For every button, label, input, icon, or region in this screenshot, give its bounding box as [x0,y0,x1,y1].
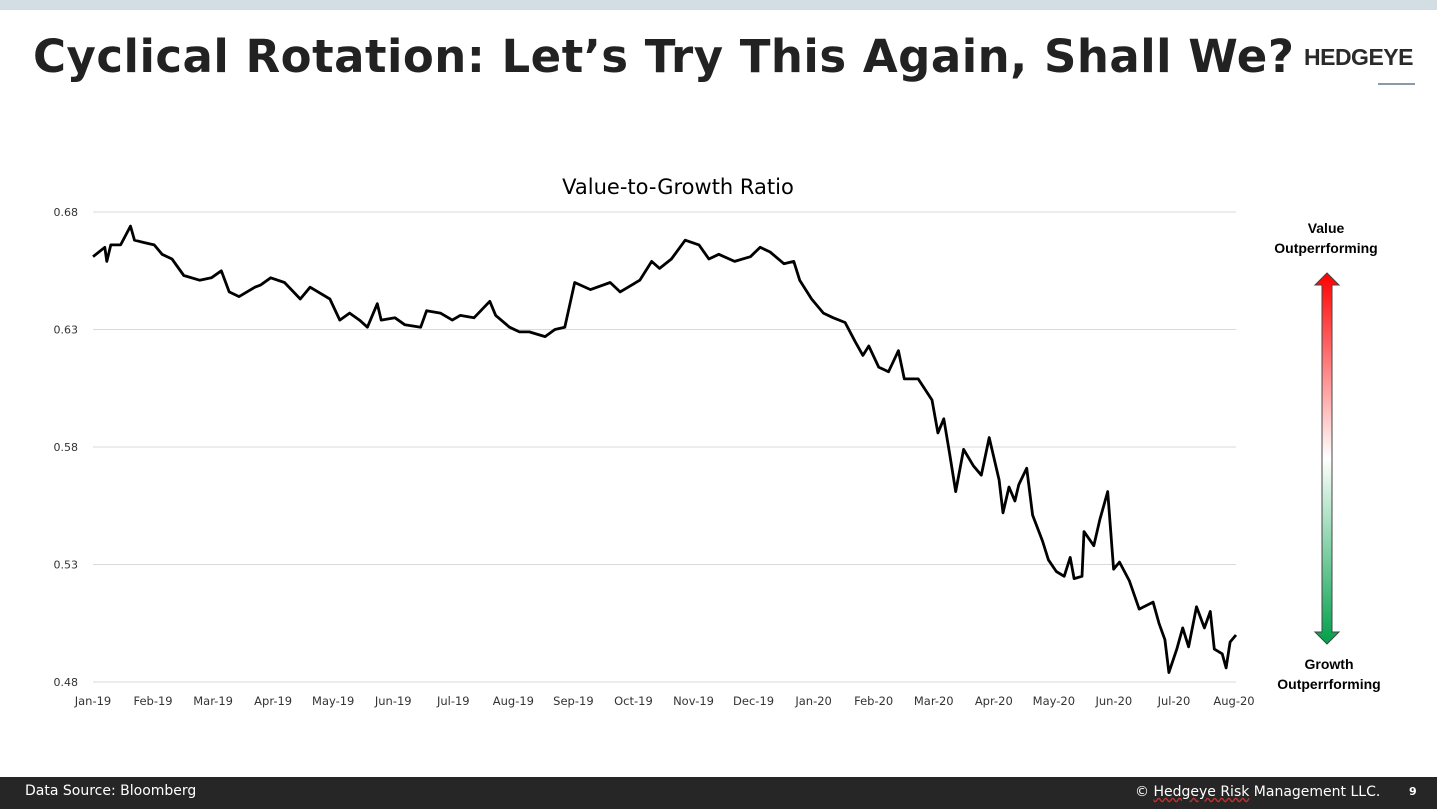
x-tick-label: Jul-19 [436,694,470,708]
value-outperforming-label: Value Outperrforming [1256,218,1396,258]
x-tick-label: Mar-20 [914,694,954,708]
y-tick-label: 0.58 [54,441,79,454]
growth-outperforming-label: Growth Outperrforming [1259,654,1399,694]
x-tick-label: Jun-20 [1095,694,1133,708]
x-tick-label: Dec-19 [733,694,774,708]
x-tick-label: Apr-19 [254,694,292,708]
x-tick-label: Jul-20 [1157,694,1191,708]
top-accent-bar [0,0,1437,10]
footer-bar: Data Source: Bloomberg © Hedgeye Risk Ma… [0,777,1437,809]
y-tick-label: 0.68 [54,206,79,219]
series-line [92,224,1238,674]
x-tick-label: May-19 [312,694,354,708]
x-tick-label: Aug-20 [1213,694,1254,708]
x-tick-label: Jan-20 [794,694,832,708]
x-tick-label: Oct-19 [614,694,653,708]
y-tick-label: 0.53 [54,559,79,572]
x-tick-label: May-20 [1033,694,1075,708]
chart-title: Value-to-Growth Ratio [562,175,794,199]
copyright: © Hedgeye Risk Management LLC. [1135,784,1380,800]
value-growth-arrow [1313,272,1341,645]
label-line: Growth [1304,656,1354,672]
y-tick-label: 0.63 [54,324,79,337]
value-to-growth-chart: Value-to-Growth Ratio 0.68 0.63 0.58 0.53 0.… [54,175,1341,708]
x-tick-label: Nov-19 [673,694,714,708]
x-tick-label: Mar-19 [193,694,233,708]
label-line: Value [1307,220,1345,236]
x-tick-label: Feb-19 [133,694,172,708]
label-line: Outperrforming [1274,240,1378,256]
copyright-symbol: © [1135,784,1149,800]
page-number: 9 [1409,785,1417,798]
x-tick-label: Feb-20 [854,694,893,708]
x-tick-label: Aug-19 [493,694,534,708]
x-tick-label: Sep-19 [553,694,593,708]
slide-title: Cyclical Rotation: Let’s Try This Again,… [33,30,1295,83]
x-tick-label: Jun-19 [374,694,412,708]
label-line: Outperrforming [1277,676,1381,692]
x-tick-label: Apr-20 [975,694,1013,708]
logo-underline [1378,83,1415,85]
hedgeye-logo: HEDGEYE [1304,44,1413,70]
data-source: Data Source: Bloomberg [25,783,197,799]
y-tick-label: 0.48 [54,676,79,689]
copyright-rest: Management LLC. [1249,784,1381,800]
copyright-company: Hedgeye Risk [1153,784,1250,800]
x-tick-label: Jan-19 [74,694,112,708]
